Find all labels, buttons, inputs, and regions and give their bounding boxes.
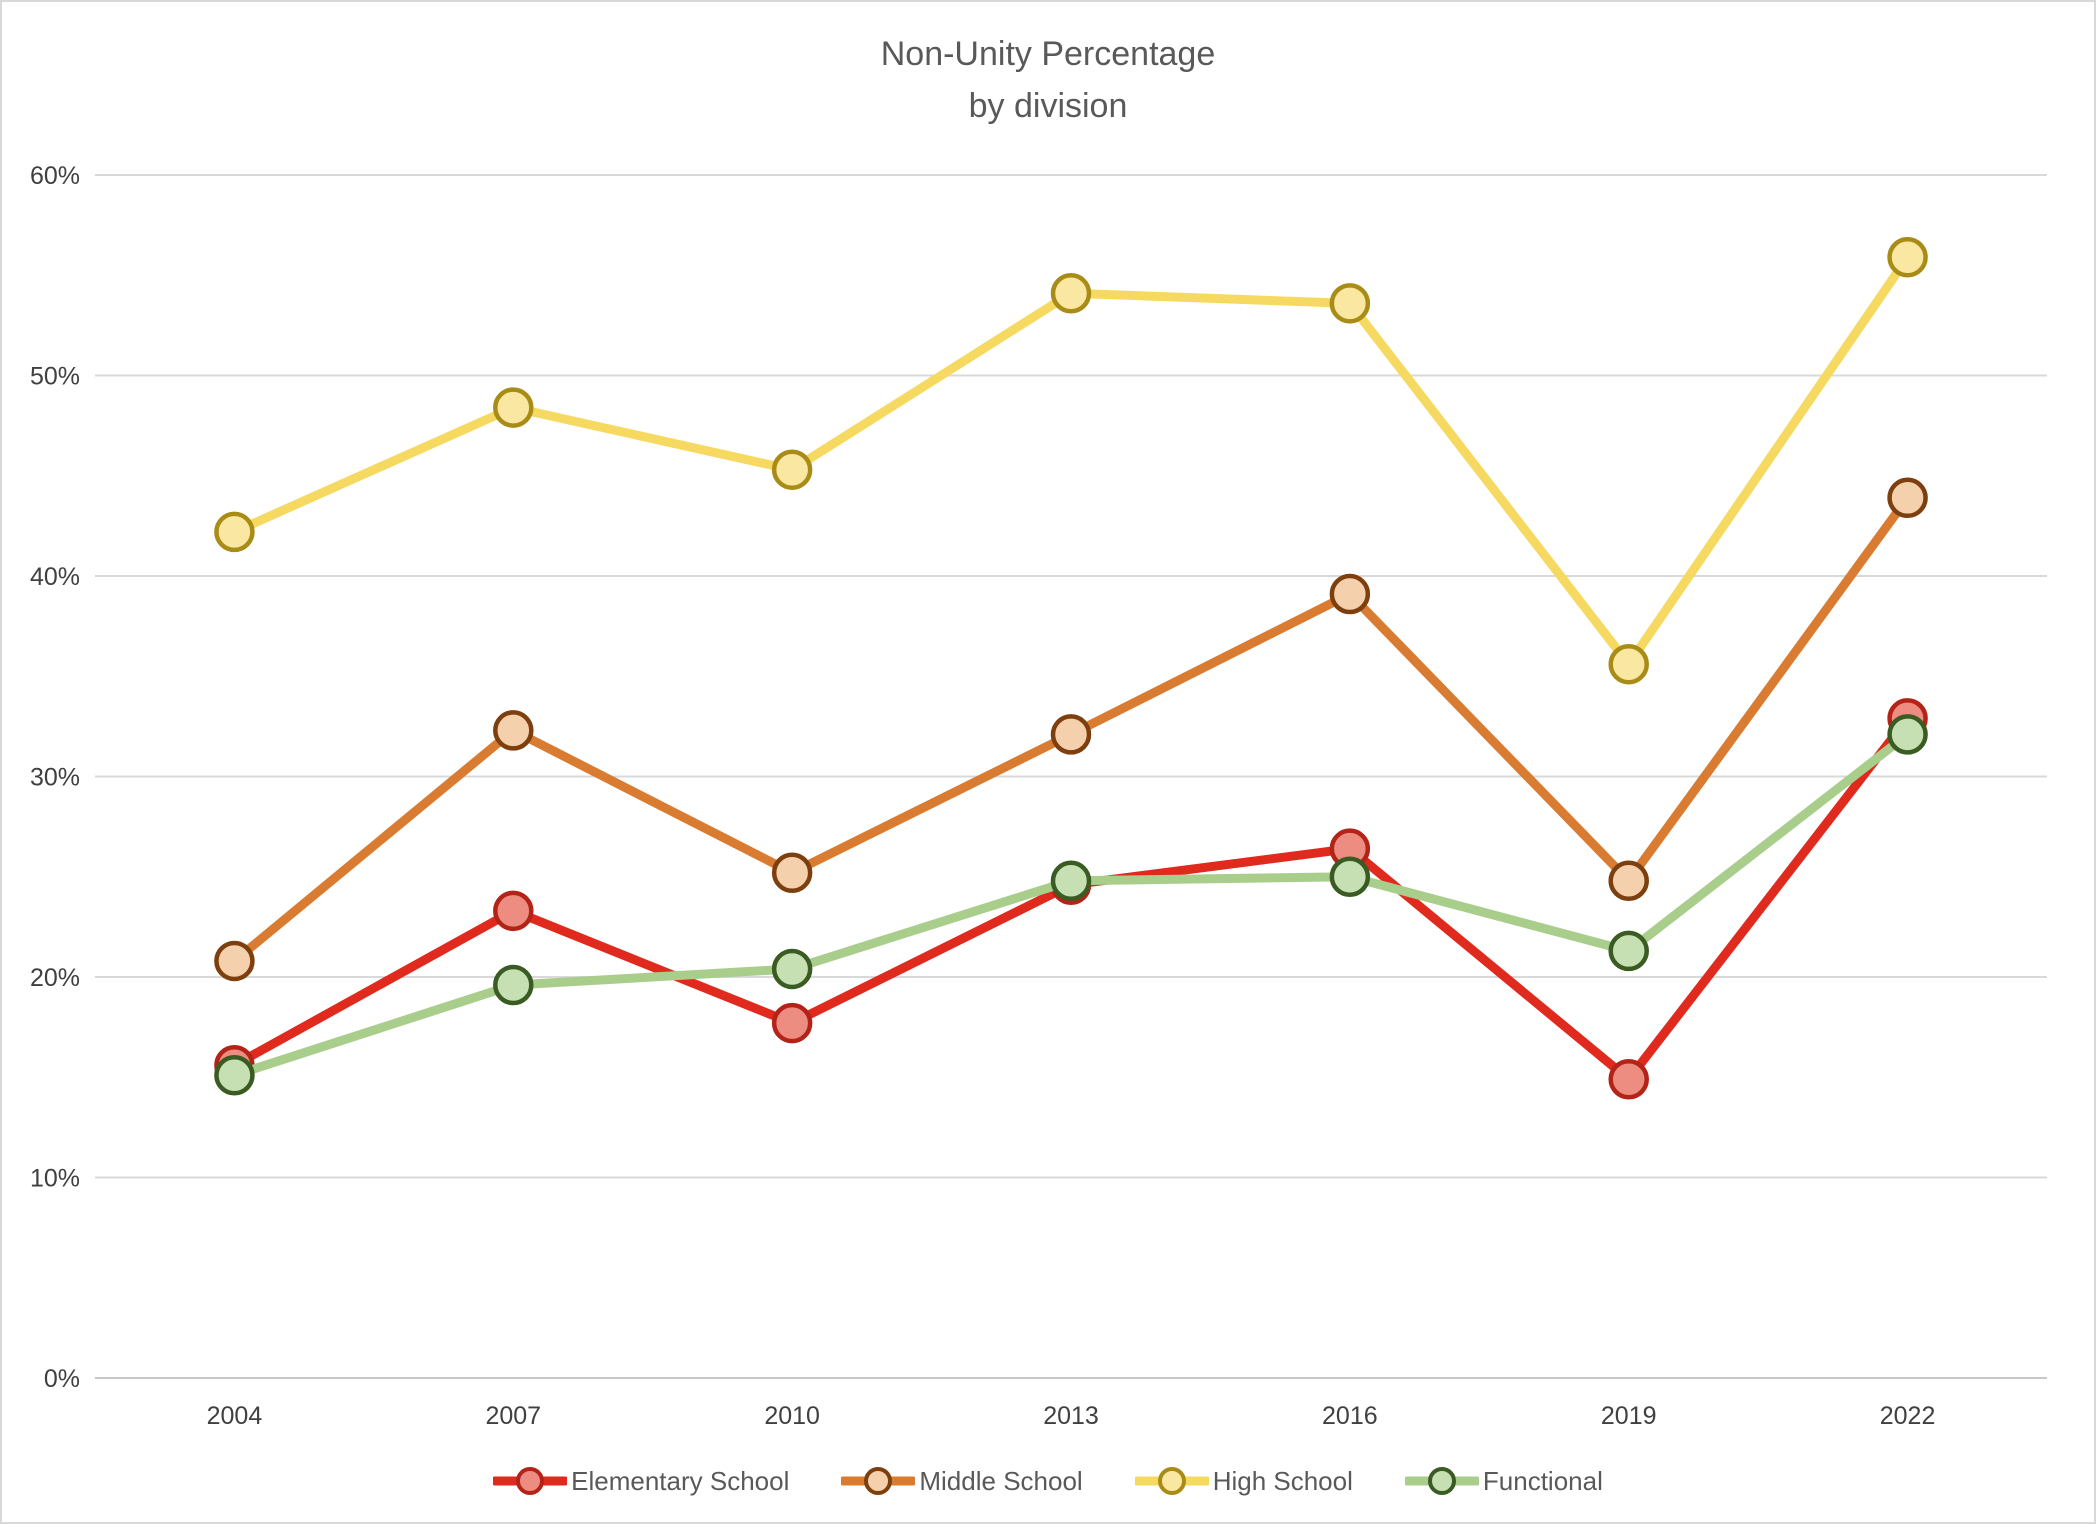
x-tick-label: 2022 (1880, 1402, 1936, 1430)
x-tick-label: 2013 (1043, 1402, 1099, 1430)
legend-item-elementary-school: Elementary School (493, 1464, 789, 1498)
legend-marker-middle-school (841, 1467, 916, 1495)
x-tick-label: 2004 (207, 1402, 263, 1430)
legend-label-middle-school: Middle School (919, 1465, 1083, 1496)
y-tick-label: 40% (30, 563, 80, 591)
marker-high-school-2013 (1050, 273, 1092, 314)
x-tick-label: 2019 (1601, 1402, 1657, 1430)
legend-item-high-school: High School (1134, 1464, 1353, 1498)
chart-title-line-1: Non-Unity Percentage (880, 35, 1216, 73)
marker-high-school-2022 (1887, 236, 1928, 278)
marker-middle-school-2013 (1050, 714, 1092, 755)
y-tick-label: 50% (30, 363, 80, 391)
marker-functional-2010 (771, 948, 813, 990)
y-tick-label: 20% (30, 964, 80, 992)
y-tick-label: 0% (44, 1365, 80, 1393)
marker-functional-2004 (214, 1054, 255, 1096)
marker-high-school-2010 (771, 449, 813, 490)
marker-middle-school-2010 (771, 852, 813, 893)
marker-elementary-school-2010 (771, 1002, 813, 1044)
marker-middle-school-2019 (1608, 860, 1649, 902)
marker-elementary-school-2019 (1608, 1059, 1649, 1100)
marker-high-school-2016 (1329, 283, 1371, 324)
marker-functional-2019 (1608, 930, 1649, 972)
marker-functional-2016 (1329, 856, 1371, 897)
marker-middle-school-2016 (1329, 573, 1371, 615)
legend-item-middle-school: Middle School (841, 1464, 1083, 1498)
chart-title-line-2: by division (968, 87, 1128, 125)
legend-marker-elementary-school (493, 1467, 568, 1495)
legend-label-high-school: High School (1212, 1465, 1353, 1496)
marker-middle-school-2007 (493, 710, 534, 751)
marker-functional-2022 (1887, 714, 1928, 755)
legend-label-functional: Functional (1482, 1465, 1603, 1496)
marker-functional-2007 (493, 964, 534, 1006)
legend-label-elementary-school: Elementary School (571, 1465, 790, 1496)
legend-marker-high-school (1134, 1467, 1209, 1495)
marker-middle-school-2022 (1887, 477, 1928, 519)
chart-legend: Elementary School Middle School High Schoo… (2, 1464, 2094, 1498)
marker-high-school-2007 (493, 387, 534, 428)
x-tick-label: 2016 (1322, 1402, 1378, 1430)
x-tick-label: 2010 (764, 1402, 820, 1430)
y-tick-label: 10% (30, 1165, 80, 1193)
marker-middle-school-2004 (214, 940, 255, 982)
x-tick-label: 2007 (485, 1402, 541, 1430)
y-tick-label: 60% (30, 162, 80, 190)
marker-elementary-school-2007 (493, 890, 534, 932)
y-tick-label: 30% (30, 764, 80, 792)
marker-high-school-2019 (1608, 643, 1649, 685)
marker-functional-2013 (1050, 860, 1092, 902)
legend-marker-functional (1404, 1467, 1479, 1495)
series-line-high-school (229, 252, 1913, 669)
chart-title: Non-Unity Percentage by division (2, 28, 2094, 132)
marker-high-school-2004 (214, 511, 255, 553)
legend-item-functional: Functional (1404, 1464, 1603, 1498)
